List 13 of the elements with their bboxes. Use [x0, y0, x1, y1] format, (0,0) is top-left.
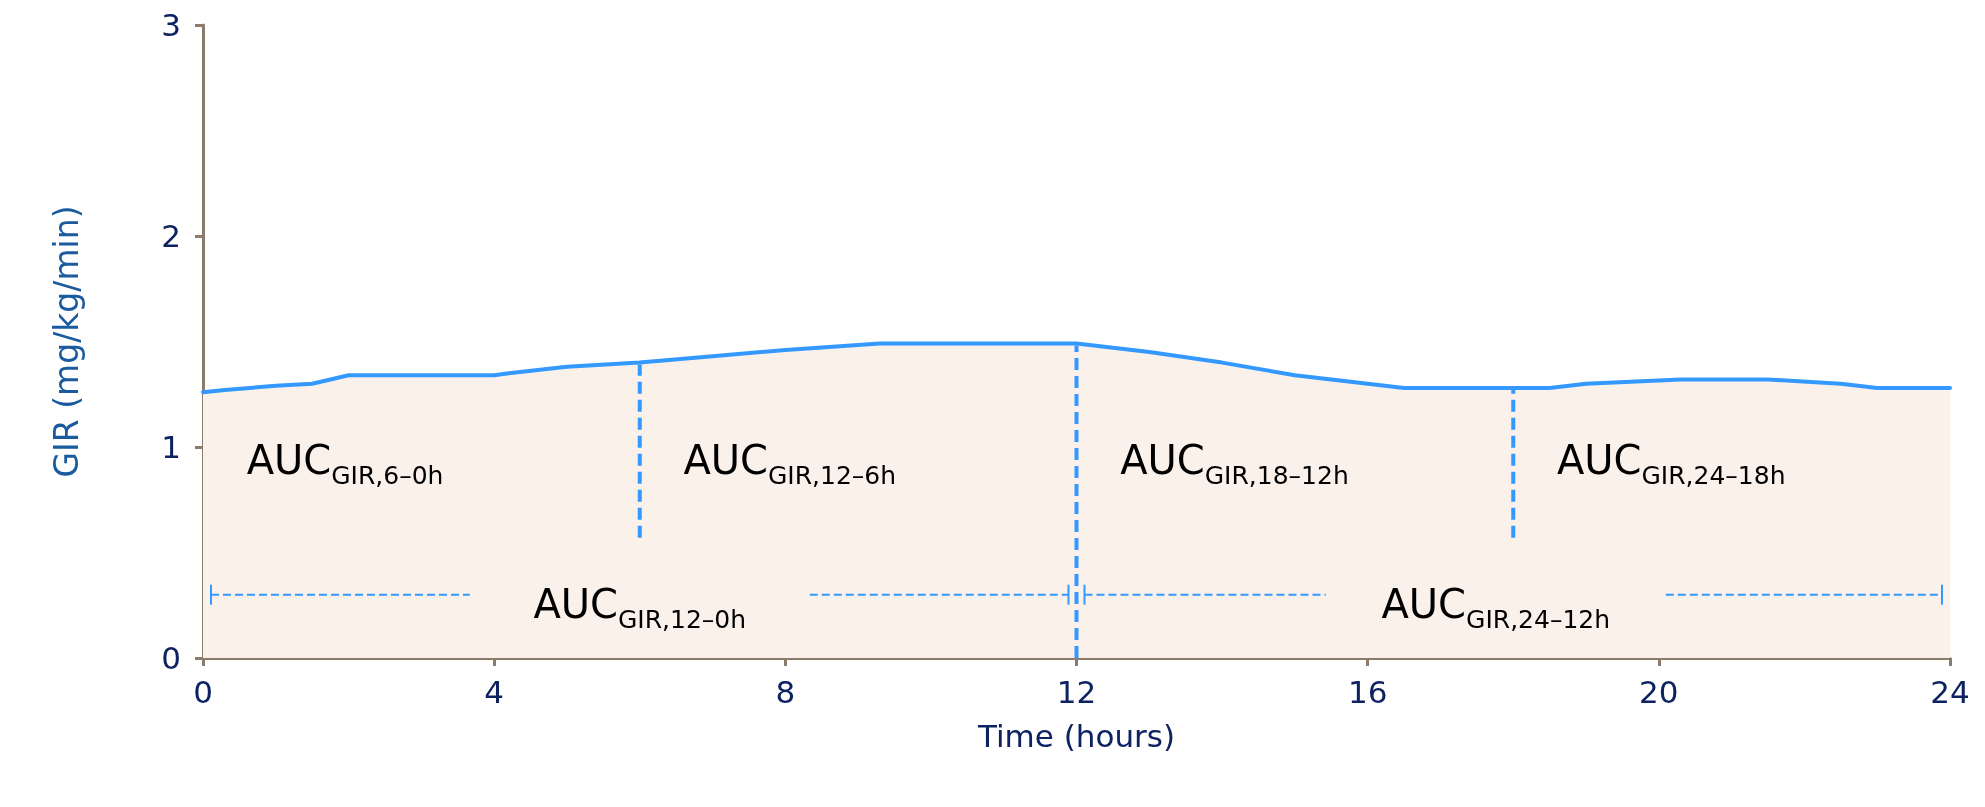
y-axis-title: GIR (mg/kg/min): [47, 205, 86, 478]
x-tick-label: 12: [1056, 673, 1097, 710]
y-tick-label: 3: [161, 7, 181, 43]
y-tick-label: 2: [161, 218, 181, 254]
x-tick-label: 24: [1930, 673, 1970, 710]
y-tick-label: 0: [161, 640, 181, 676]
x-tick-label: 8: [775, 673, 796, 710]
y-tick-label: 1: [161, 429, 181, 465]
x-tick-label: 16: [1347, 673, 1388, 710]
x-tick-label: 20: [1639, 673, 1679, 710]
x-tick-label: 0: [193, 673, 213, 710]
x-tick-label: 4: [484, 673, 505, 710]
x-axis-title: Time (hours): [976, 717, 1176, 754]
